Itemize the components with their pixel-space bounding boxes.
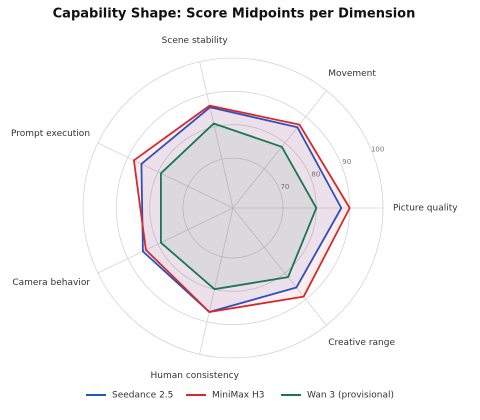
spoke bbox=[199, 207, 234, 355]
spoke bbox=[97, 142, 234, 209]
r-tick-label: 80 bbox=[311, 171, 320, 179]
spoke bbox=[232, 207, 327, 326]
chart-title: Capability Shape: Score Midpoints per Di… bbox=[53, 7, 416, 22]
category-label: Camera behavior bbox=[12, 278, 90, 288]
r-tick-label: 100 bbox=[371, 146, 384, 154]
category-label: Prompt execution bbox=[11, 129, 90, 139]
spoke bbox=[232, 90, 327, 209]
spoke bbox=[97, 207, 234, 274]
category-label: Movement bbox=[328, 69, 376, 79]
legend-label: Seedance 2.5 bbox=[112, 391, 173, 401]
spoke bbox=[199, 61, 234, 209]
legend-label: MiniMax H3 bbox=[212, 391, 264, 401]
category-label: Human consistency bbox=[151, 371, 240, 381]
category-label: Picture quality bbox=[393, 204, 458, 214]
legend-label: Wan 3 (provisional) bbox=[307, 391, 394, 401]
r-tick-label: 90 bbox=[342, 158, 351, 166]
series-area bbox=[140, 106, 343, 313]
r-tick-label: 70 bbox=[280, 183, 289, 191]
category-label: Scene stability bbox=[162, 36, 229, 46]
series-area bbox=[159, 122, 318, 291]
category-label: Creative range bbox=[328, 338, 395, 348]
